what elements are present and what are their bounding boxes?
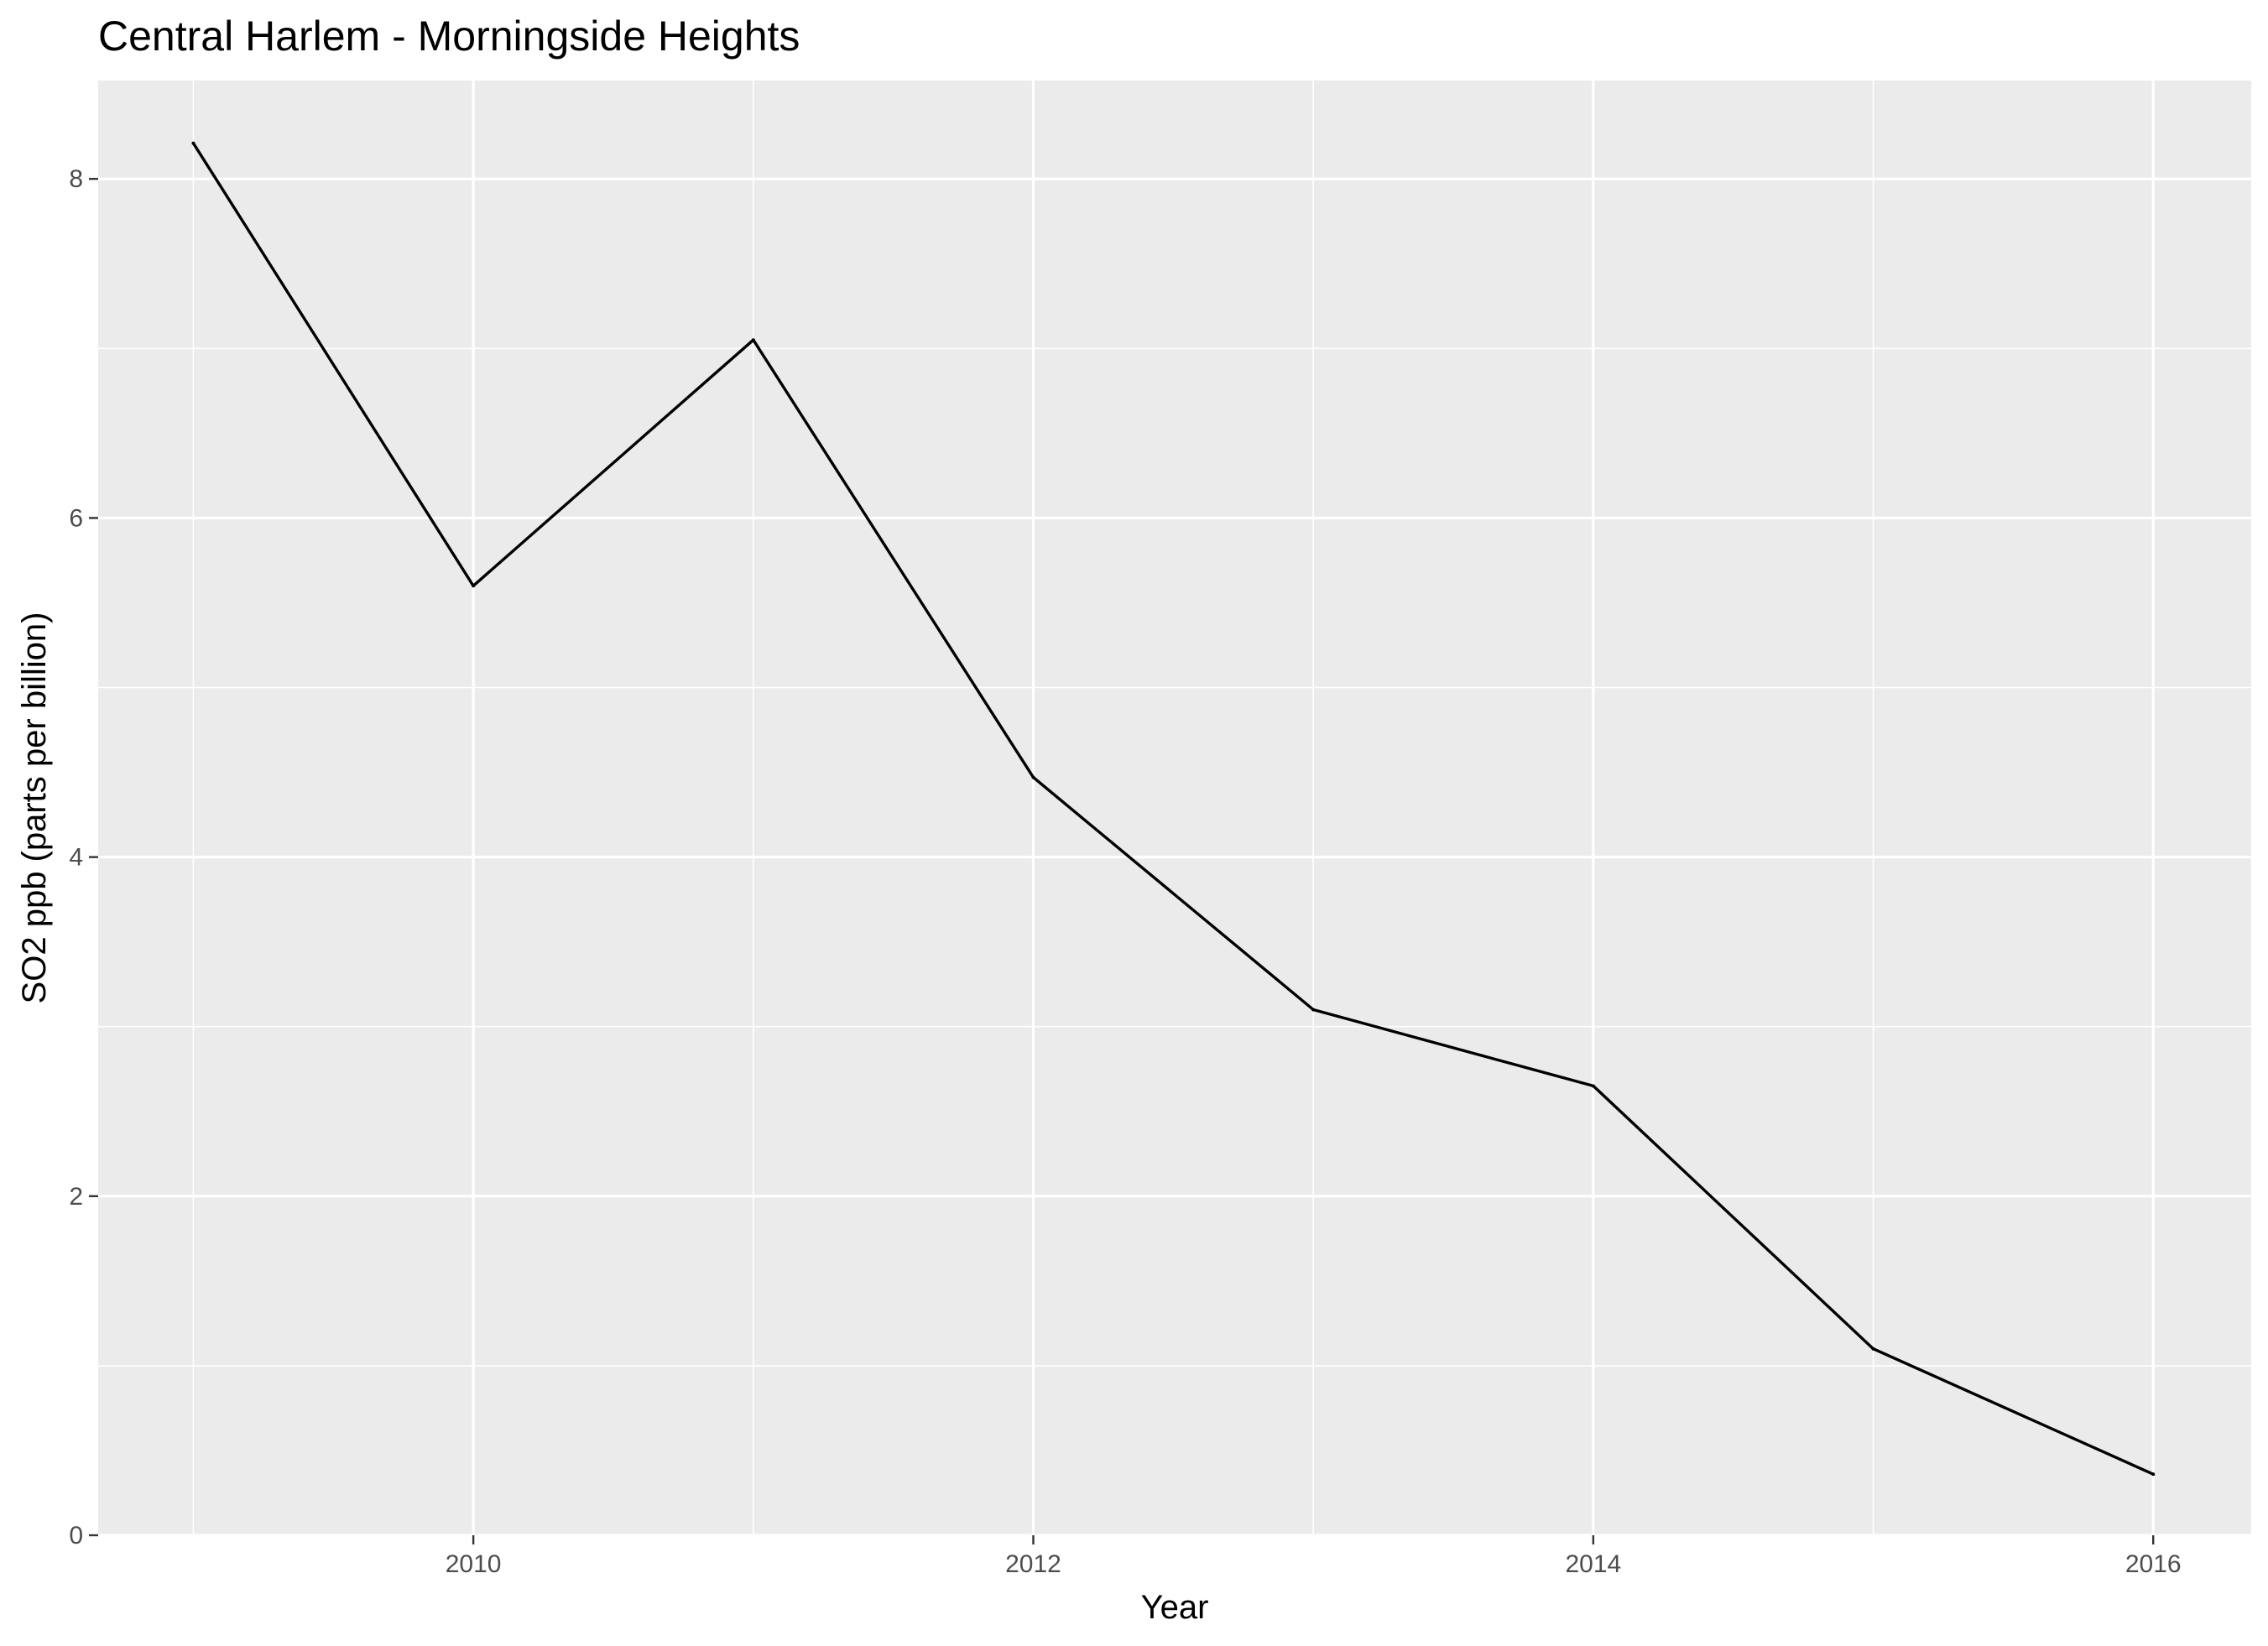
- data-point: [1591, 1084, 1595, 1088]
- y-axis-title: SO2 ppb (parts per billion): [16, 612, 53, 1004]
- data-point: [1871, 1346, 1875, 1351]
- x-tick-label: 2012: [1005, 1550, 1061, 1578]
- major-gridlines: [98, 81, 2251, 1537]
- data-point: [1311, 1008, 1316, 1012]
- data-point: [2151, 1472, 2156, 1477]
- series-layer: [191, 141, 2156, 1477]
- data-point: [751, 338, 755, 342]
- data-point: [191, 141, 196, 145]
- x-axis: 2010 2012 2014 2016: [446, 1535, 2182, 1578]
- y-axis: 0 2 4 6 8: [69, 165, 98, 1550]
- data-point: [1031, 775, 1035, 779]
- x-axis-title: Year: [1141, 1589, 1209, 1626]
- y-tick-label: 2: [69, 1183, 83, 1211]
- y-tick-label: 0: [69, 1522, 83, 1550]
- y-tick-label: 6: [69, 504, 83, 532]
- y-tick-label: 4: [69, 844, 83, 872]
- y-tick-label: 8: [69, 165, 83, 193]
- x-tick-label: 2016: [2125, 1550, 2182, 1578]
- data-point: [472, 584, 476, 588]
- x-tick-label: 2014: [1565, 1550, 1621, 1578]
- minor-gridlines: [98, 81, 2251, 1535]
- chart-title: Central Harlem - Morningside Heights: [98, 13, 800, 60]
- x-tick-label: 2010: [446, 1550, 502, 1578]
- plot-panel: [98, 81, 2251, 1535]
- series-line: [192, 142, 2154, 1476]
